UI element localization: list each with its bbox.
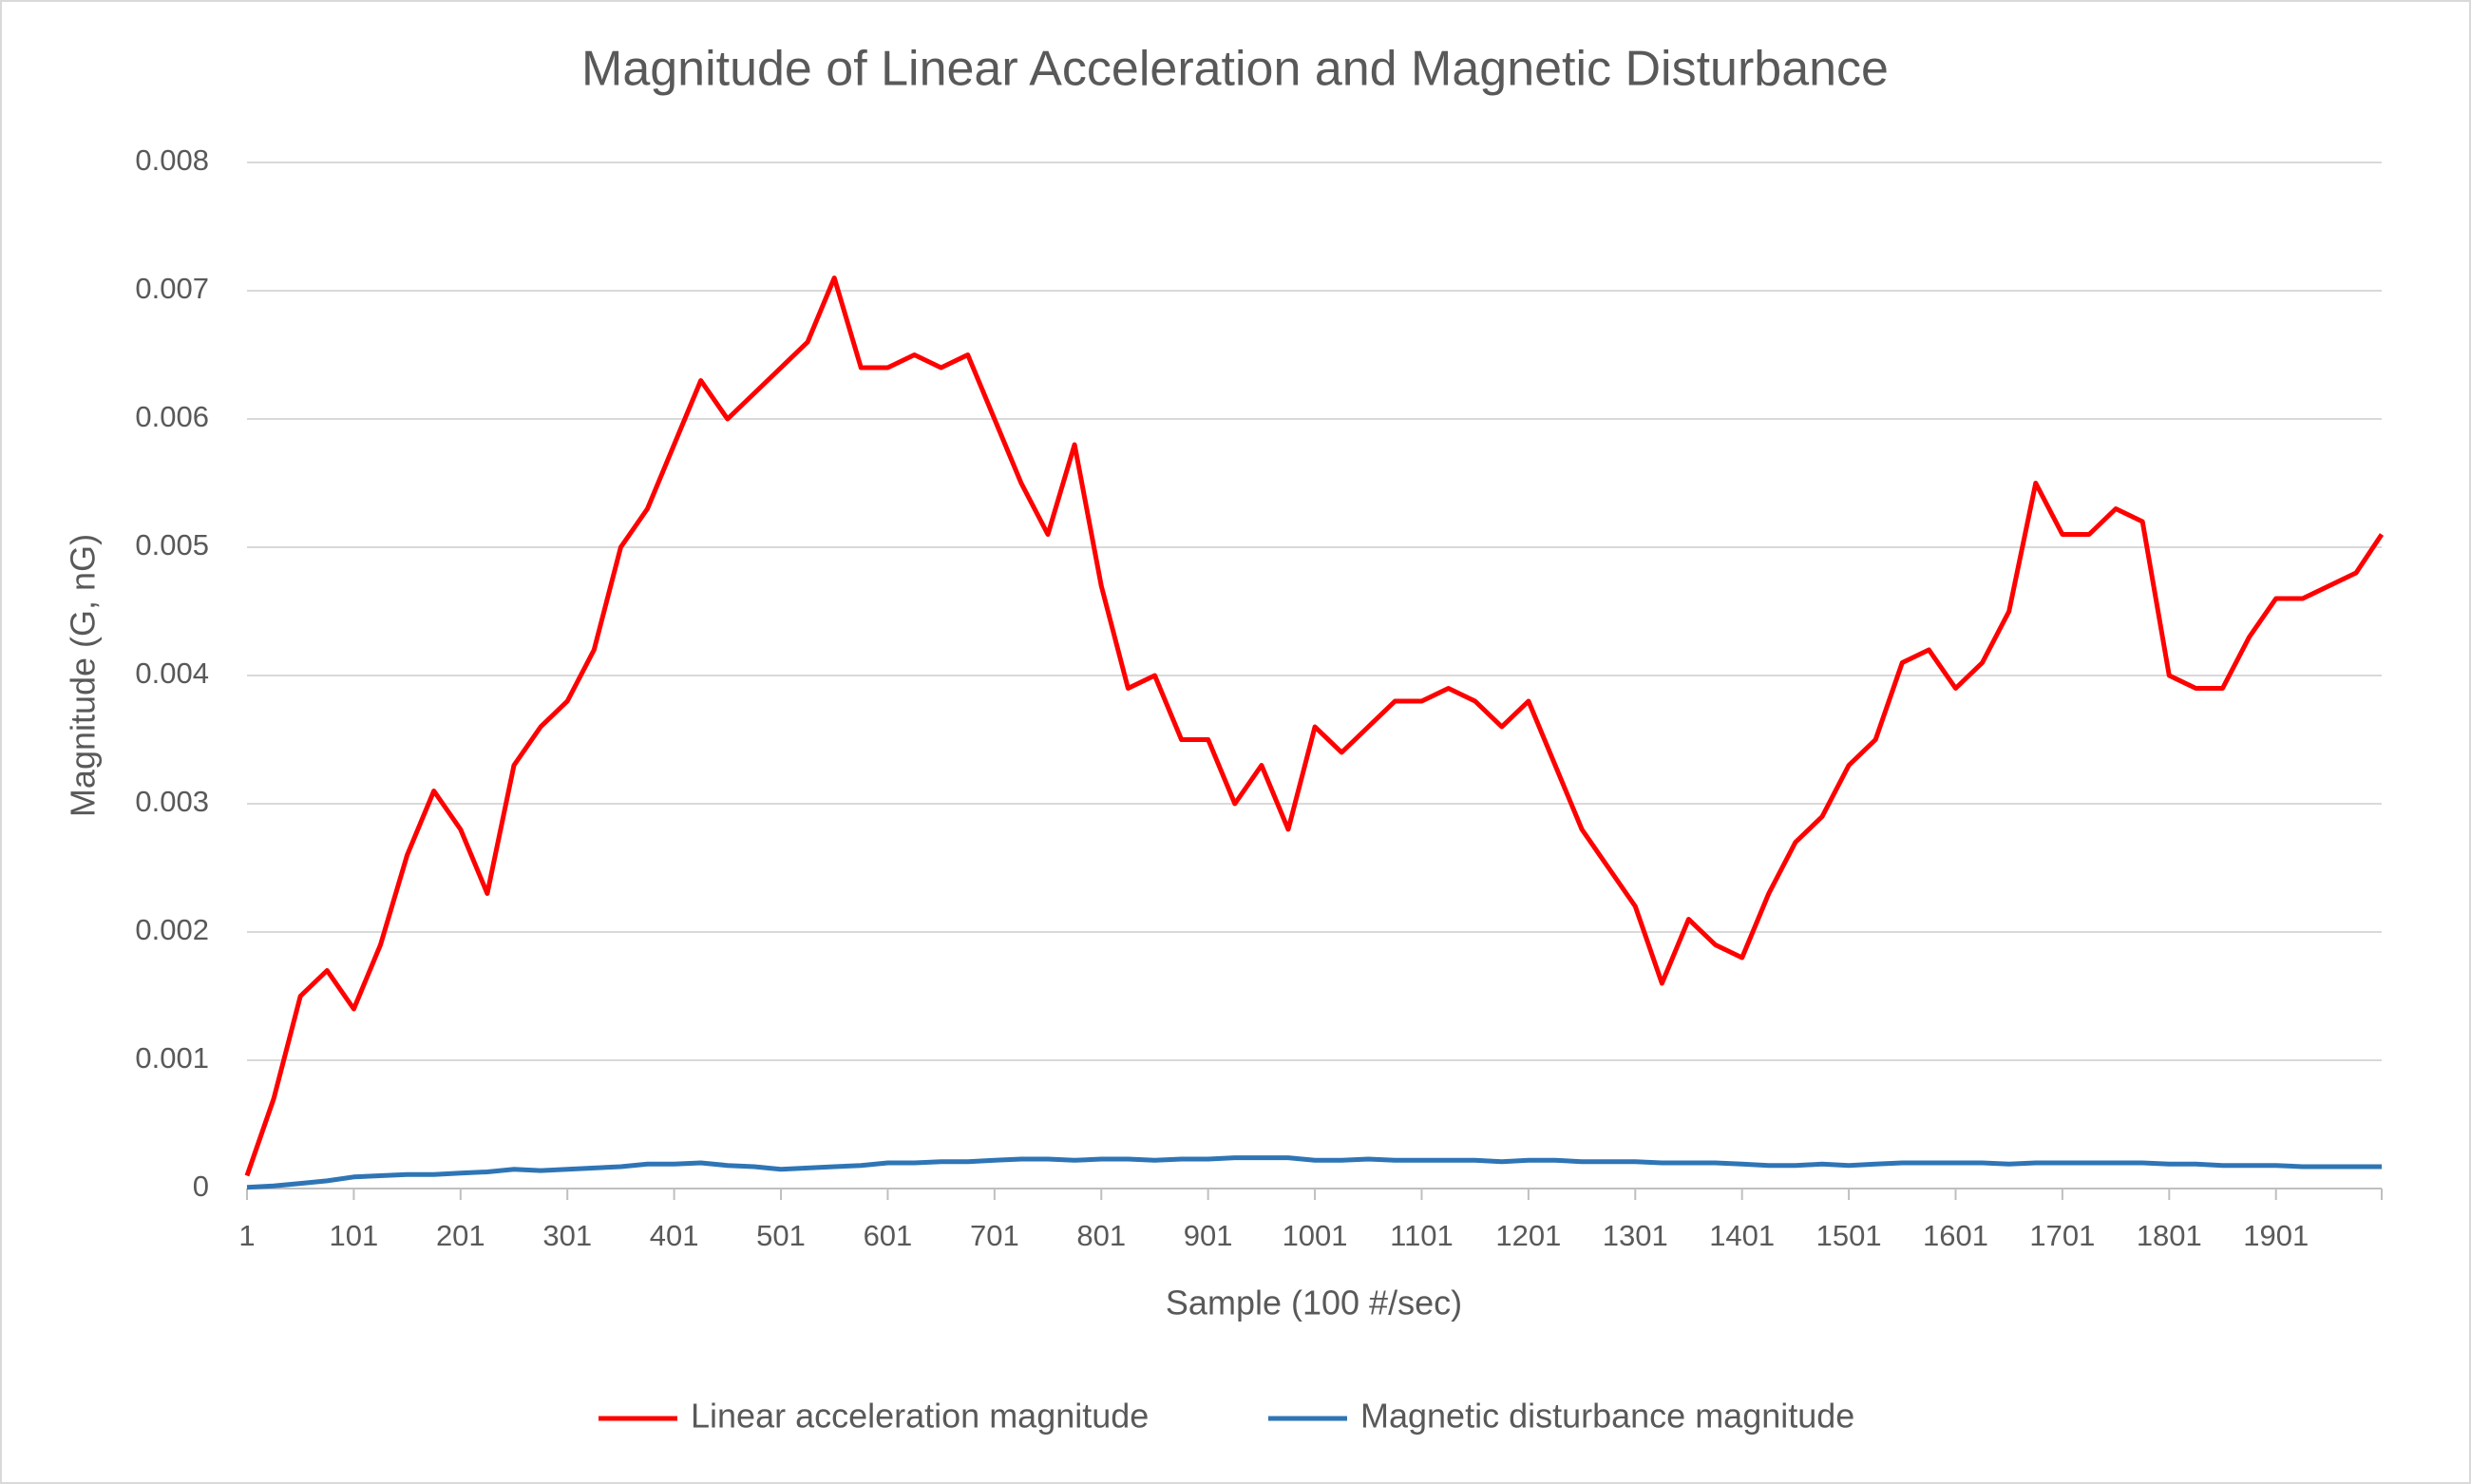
y-tick-label: 0.004 — [135, 656, 209, 690]
y-tick-label: 0.003 — [135, 785, 209, 818]
y-tick-label: 0.005 — [135, 528, 209, 561]
x-tick-label: 801 — [1076, 1219, 1126, 1252]
x-tick-label: 1201 — [1495, 1219, 1561, 1252]
legend-label: Magnetic disturbance magnitude — [1360, 1397, 1854, 1436]
y-tick-label: 0.002 — [135, 913, 209, 946]
x-tick-label: 1901 — [2243, 1219, 2309, 1252]
x-axis-title: Sample (100 #/sec) — [1166, 1284, 1462, 1322]
x-tick-label: 1 — [238, 1219, 255, 1252]
series-line — [246, 1155, 2382, 1190]
y-axis-title: Magnitude (G, nG) — [64, 534, 103, 817]
x-tick-label: 901 — [1184, 1219, 1233, 1252]
x-tick-label: 1101 — [1390, 1219, 1454, 1252]
x-tick-label: 1701 — [2029, 1219, 2095, 1252]
y-tick-label: 0.006 — [135, 400, 209, 433]
x-tick-label: 201 — [436, 1219, 485, 1252]
x-tick-label: 1801 — [2137, 1219, 2202, 1252]
x-tick-label: 1501 — [1816, 1219, 1882, 1252]
series-line — [244, 276, 2385, 1177]
x-tick-label: 1601 — [1923, 1219, 1988, 1252]
y-tick-label: 0.008 — [135, 143, 209, 177]
x-tick-label: 401 — [650, 1219, 699, 1252]
x-tick-label: 101 — [330, 1219, 379, 1252]
legend-label: Linear acceleration magnitude — [691, 1397, 1149, 1436]
x-tick-label: 501 — [756, 1219, 806, 1252]
x-tick-label: 1301 — [1603, 1219, 1668, 1252]
y-tick-label: 0.001 — [135, 1041, 209, 1075]
x-tick-label: 701 — [970, 1219, 1019, 1252]
x-tick-label: 601 — [864, 1219, 913, 1252]
x-tick-label: 1401 — [1709, 1219, 1775, 1252]
x-tick-label: 1001 — [1283, 1219, 1348, 1252]
chart-title: Magnitude of Linear Acceleration and Mag… — [581, 42, 1889, 97]
y-tick-label: 0.007 — [135, 272, 209, 305]
x-tick-label: 301 — [542, 1219, 592, 1252]
y-tick-label: 0 — [193, 1170, 209, 1203]
